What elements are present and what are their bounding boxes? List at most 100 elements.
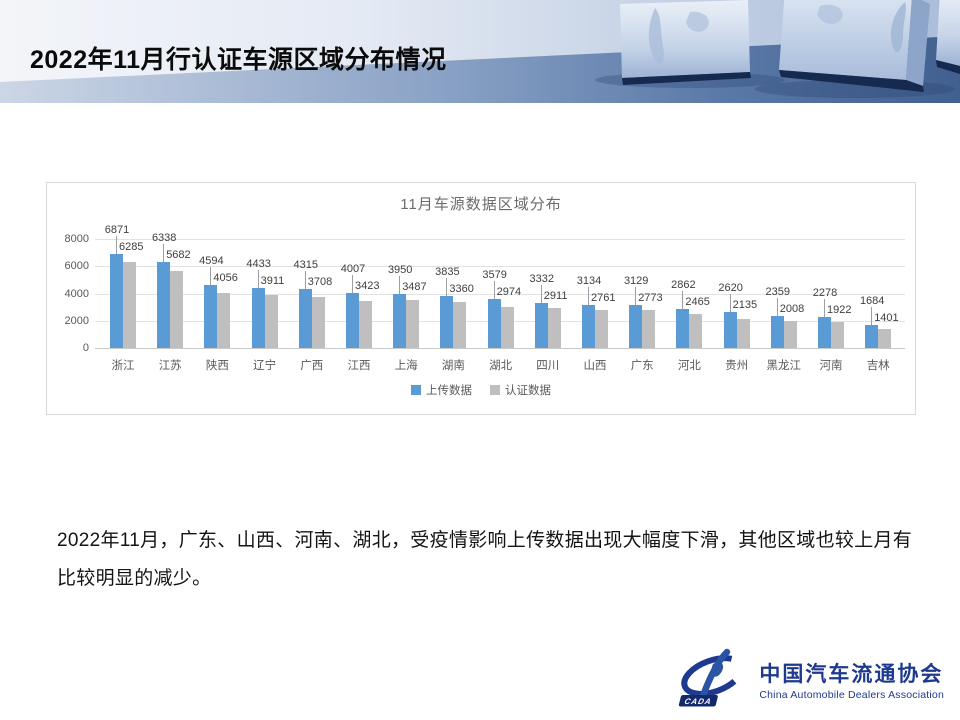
cada-badge-text: CADA [684, 697, 713, 706]
slide-body-text: 2022年11月，广东、山西、河南、湖北，受疫情影响上传数据出现大幅度下滑，其他… [57, 530, 913, 589]
data-label-认证数据: 6285 [119, 241, 144, 254]
logo-text: 中国汽车流通协会 China Automobile Dealers Associ… [759, 658, 944, 701]
bar-上传数据 [818, 316, 831, 348]
data-label-上传数据: 2278 [812, 286, 838, 299]
label-leader-line [635, 287, 637, 306]
data-label-认证数据: 3708 [307, 276, 333, 289]
data-label-认证数据: 3423 [355, 280, 380, 293]
bar-上传数据 [770, 315, 784, 348]
category-label: 贵州 [725, 360, 749, 372]
bar-上传数据 [157, 261, 171, 348]
bar-认证数据 [547, 308, 561, 348]
data-label-上传数据: 4433 [246, 257, 271, 270]
data-label-认证数据: 2974 [496, 286, 522, 299]
label-leader-line [257, 269, 259, 288]
chart-title: 11月车源数据区域分布 [400, 196, 562, 213]
category-label: 黑龙江 [766, 360, 802, 372]
header-cubes-decoration [0, 0, 960, 103]
label-leader-line [588, 287, 589, 306]
category-label: 河北 [677, 360, 701, 372]
data-label-上传数据: 3950 [387, 264, 413, 277]
bar-认证数据 [123, 262, 136, 348]
bar-认证数据 [878, 328, 892, 348]
bar-上传数据 [393, 294, 407, 348]
label-leader-line [729, 294, 731, 313]
data-label-上传数据: 2862 [671, 279, 696, 291]
legend-swatch-icon [411, 385, 421, 395]
y-axis-tick-label: 0 [82, 342, 89, 354]
bar-认证数据 [217, 292, 231, 348]
bar-认证数据 [453, 302, 467, 348]
data-label-认证数据: 3360 [449, 282, 474, 295]
bar-认证数据 [170, 270, 184, 348]
legend-label: 认证数据 [505, 385, 551, 397]
data-label-上传数据: 3129 [623, 275, 649, 288]
data-label-上传数据: 2620 [718, 282, 743, 295]
label-leader-line [540, 284, 542, 303]
data-label-认证数据: 5682 [166, 248, 191, 261]
label-leader-line [446, 277, 448, 296]
bar-认证数据 [595, 310, 608, 348]
y-axis-tick-label: 2000 [64, 314, 89, 327]
data-label-上传数据: 6338 [151, 231, 177, 244]
bar-上传数据 [440, 295, 454, 348]
gridline [95, 293, 905, 295]
bar-认证数据 [264, 294, 278, 348]
bar-上传数据 [865, 325, 879, 348]
category-label: 河南 [819, 360, 843, 372]
y-axis-tick-label: 4000 [64, 287, 89, 300]
category-label: 江西 [347, 360, 371, 372]
legend-label: 上传数据 [426, 385, 472, 397]
chart-legend: 上传数据 认证数据 [47, 382, 915, 398]
bar-上传数据 [582, 305, 595, 348]
category-label: 山西 [583, 360, 607, 372]
slide-title: 2022年11月行认证车源区域分布情况 [30, 46, 447, 74]
x-axis-line [95, 348, 905, 349]
category-label: 浙江 [111, 360, 135, 372]
bar-上传数据 [676, 309, 690, 348]
data-label-上传数据: 3835 [435, 265, 460, 278]
data-label-认证数据: 2008 [779, 302, 805, 315]
bar-认证数据 [311, 297, 325, 348]
data-label-认证数据: 1922 [827, 303, 852, 316]
bar-上传数据 [298, 289, 312, 348]
bar-上传数据 [487, 299, 501, 348]
logo-subtitle: China Automobile Dealers Association [759, 688, 944, 701]
category-label: 湖南 [441, 360, 465, 372]
logo-name: 中国汽车流通协会 [759, 661, 944, 686]
category-label: 广西 [300, 360, 324, 372]
bar-认证数据 [736, 318, 750, 348]
chart-card: 11月车源数据区域分布 上传数据 认证数据 0 2000 4000 6000 8000 68… [46, 182, 916, 415]
category-label: 四川 [536, 360, 560, 372]
data-label-上传数据: 4007 [340, 263, 366, 276]
legend-swatch-icon [490, 385, 500, 395]
data-label-上传数据: 6871 [104, 224, 130, 237]
data-label-上传数据: 4315 [293, 259, 319, 272]
cada-logo: CADA 中国汽车流通协会 China Automobile Dealers A… [675, 648, 944, 710]
label-leader-line [116, 236, 117, 255]
bar-上传数据 [251, 287, 265, 348]
label-leader-line [776, 297, 778, 316]
bar-认证数据 [406, 300, 420, 348]
data-label-上传数据: 3579 [482, 269, 507, 282]
data-label-上传数据: 2359 [765, 285, 791, 298]
label-leader-line [493, 281, 495, 300]
data-label-认证数据: 2465 [685, 296, 710, 308]
label-leader-line [163, 243, 165, 262]
label-leader-line [824, 298, 825, 317]
bar-认证数据 [500, 307, 514, 348]
y-axis-tick-label: 6000 [64, 260, 89, 273]
bar-上传数据 [723, 312, 737, 348]
bar-上传数据 [534, 302, 548, 348]
data-label-上传数据: 4594 [199, 255, 224, 268]
slide-header: 2022年11月行认证车源区域分布情况 [0, 0, 960, 103]
category-label: 广东 [630, 360, 654, 372]
gridline [95, 266, 905, 268]
data-label-认证数据: 2911 [543, 289, 568, 302]
data-label-认证数据: 4056 [213, 272, 238, 285]
category-label: 吉林 [866, 360, 890, 372]
cada-logo-icon: CADA [679, 648, 746, 707]
bar-上传数据 [110, 254, 123, 348]
category-label: 陕西 [205, 360, 229, 372]
category-label: 辽宁 [253, 360, 277, 372]
